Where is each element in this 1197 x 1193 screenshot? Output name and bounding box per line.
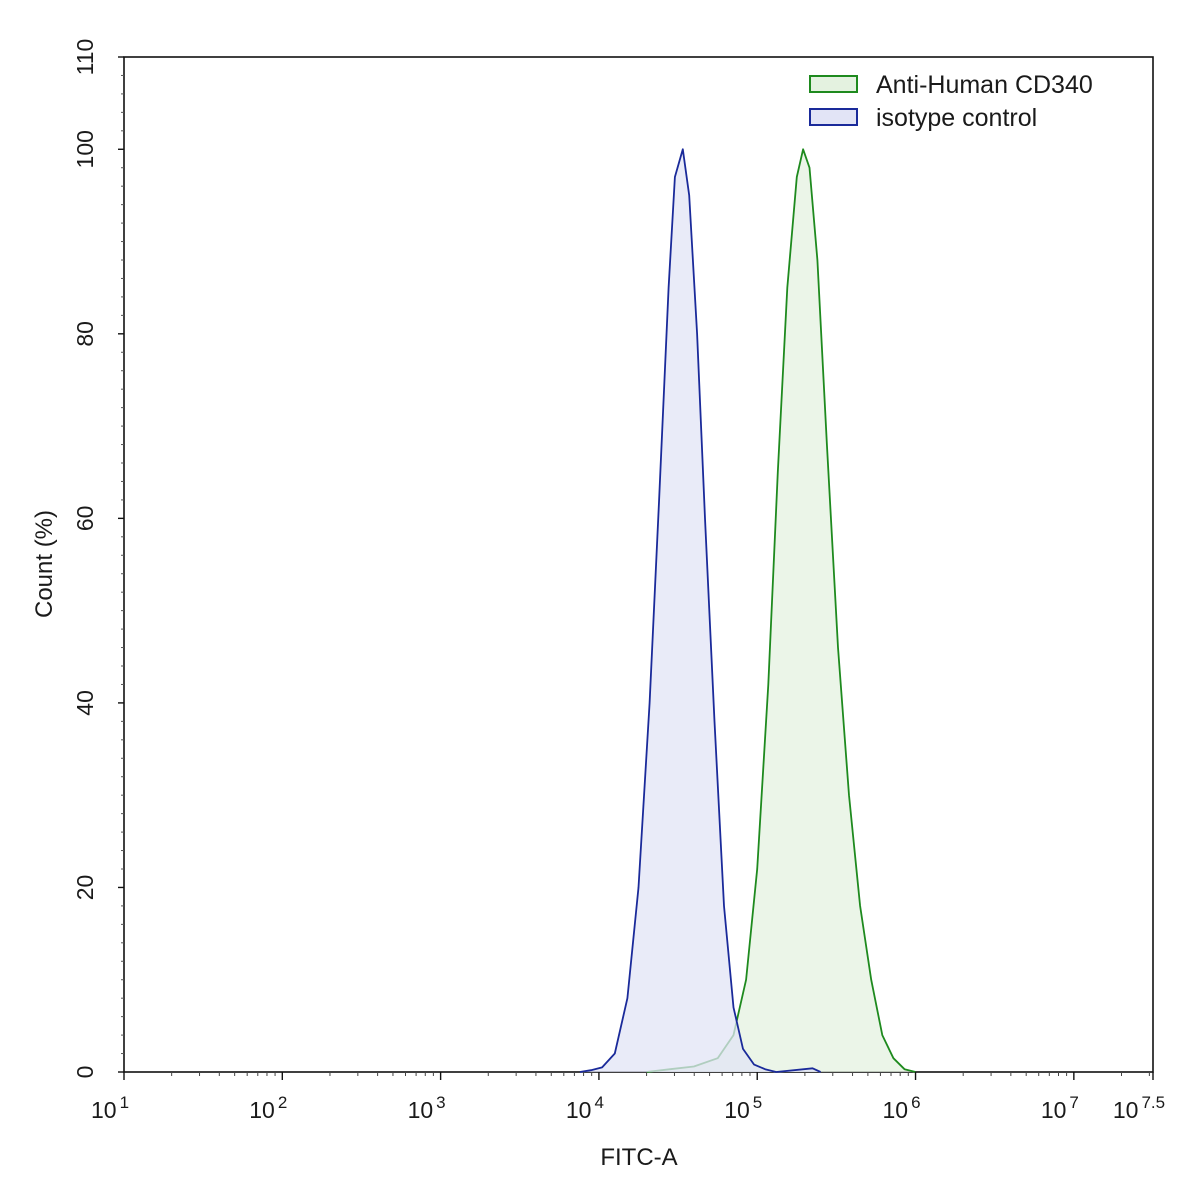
legend-swatch-isotype <box>809 108 858 126</box>
y-tick-label: 20 <box>72 875 98 901</box>
y-tick-label: 60 <box>72 506 98 532</box>
x-tick-label: 10 3 <box>408 1093 446 1123</box>
legend-label-isotype: isotype control <box>876 104 1037 132</box>
x-tick-label: 10 2 <box>249 1093 287 1123</box>
y-tick-label: 0 <box>72 1066 98 1079</box>
y-tick-label: 110 <box>72 39 98 76</box>
legend: Anti-Human CD340 isotype control <box>809 71 1093 132</box>
x-axis-title: FITC-A <box>600 1144 677 1171</box>
y-tick-label: 100 <box>72 130 98 168</box>
x-tick-label: 10 4 <box>566 1093 604 1123</box>
series-area-0 <box>646 149 916 1073</box>
x-tick-label: 10 1 <box>91 1093 129 1123</box>
series-line-1 <box>579 148 821 1073</box>
y-tick-label: 40 <box>72 690 98 716</box>
x-tick-label: 10 5 <box>724 1093 762 1123</box>
legend-label-cd340: Anti-Human CD340 <box>876 71 1093 99</box>
x-axis: 10 1 10 2 10 3 10 4 10 5 10 6 10 7 10 7.5 <box>91 1072 1165 1123</box>
series-area-1 <box>579 149 821 1073</box>
legend-swatch-cd340 <box>809 75 858 93</box>
y-axis-title: Count (%) <box>31 510 58 618</box>
series-layer <box>579 148 916 1073</box>
x-tick-label: 10 6 <box>883 1093 921 1123</box>
y-tick-label: 80 <box>72 321 98 347</box>
x-tick-label: 10 7 <box>1041 1093 1079 1123</box>
x-tick-label: 10 7.5 <box>1113 1093 1165 1123</box>
y-axis: 0 20 40 60 80 100 110 <box>72 39 124 1079</box>
